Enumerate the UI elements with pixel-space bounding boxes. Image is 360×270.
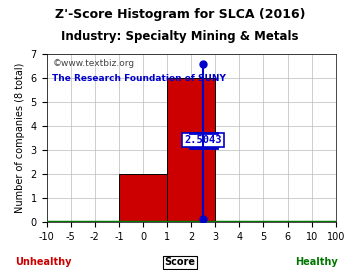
- Text: ©www.textbiz.org: ©www.textbiz.org: [52, 59, 134, 68]
- Text: Z'-Score Histogram for SLCA (2016): Z'-Score Histogram for SLCA (2016): [55, 8, 305, 21]
- Text: 2.5043: 2.5043: [185, 135, 222, 145]
- Text: Healthy: Healthy: [296, 257, 338, 267]
- Text: Industry: Specialty Mining & Metals: Industry: Specialty Mining & Metals: [61, 30, 299, 43]
- Text: The Research Foundation of SUNY: The Research Foundation of SUNY: [52, 74, 226, 83]
- Text: Unhealthy: Unhealthy: [15, 257, 71, 267]
- Bar: [119, 174, 167, 222]
- Text: Score: Score: [165, 257, 195, 267]
- Bar: [167, 78, 215, 222]
- Y-axis label: Number of companies (8 total): Number of companies (8 total): [15, 63, 25, 213]
